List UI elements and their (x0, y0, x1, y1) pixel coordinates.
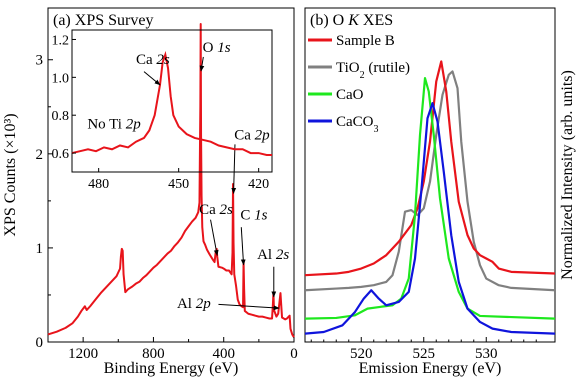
panel-b-frame (304, 7, 556, 343)
legend-label-2: CaO (336, 87, 364, 103)
y-tick-label-0: 0 (36, 335, 44, 351)
xes-line-0 (304, 70, 556, 292)
y-tick-label-1: 1 (36, 241, 44, 257)
x-tick-label-1200: 1200 (68, 346, 98, 362)
panel-a-frame (47, 7, 295, 343)
y-axis-label: Normalized Intensity (arb. units) (559, 70, 576, 280)
peak-label-1: Ca 2p (234, 128, 270, 144)
peak-arrow-2 (210, 219, 219, 257)
xps-survey-line-0 (47, 22, 295, 338)
y-tick-label-2: 2 (36, 147, 44, 163)
inset-x-tick-label-450: 450 (168, 177, 189, 192)
panel-b-title: (b) O K XES (310, 12, 393, 29)
peak-arrow-3 (240, 227, 246, 266)
inset-arrow (143, 71, 161, 86)
xes-line-1 (304, 60, 556, 277)
x-tick-label-800: 800 (142, 346, 165, 362)
legend-label-0: Sample B (336, 33, 395, 49)
x-tick-label-520: 520 (350, 346, 373, 362)
peak-label-4: Al 2s (257, 247, 289, 263)
x-tick-label-530: 530 (475, 346, 498, 362)
inset-x-tick-label-480: 480 (88, 177, 109, 192)
panel-a-title: (a) XPS Survey (53, 12, 153, 29)
inset-x-tick-label-420: 420 (248, 177, 269, 192)
y-axis-label: XPS Counts (×10³) (2, 113, 19, 236)
peak-label-2: Ca 2s (199, 202, 233, 218)
x-tick-label-0: 0 (290, 346, 298, 362)
panel-a-xps-survey: 1200 800 400 0 0 1 2 3 Binding Energy (eV) XPS Co… (2, 7, 298, 377)
x-tick-label-525: 525 (413, 346, 436, 362)
inset-line (71, 50, 272, 156)
peak-label-0: O 1s (203, 40, 231, 56)
x-tick-label-400: 400 (212, 346, 235, 362)
inset-label-1: No Ti 2p (87, 116, 141, 132)
xes-line-3 (304, 102, 556, 335)
legend-label-1: TiO2 (rutile) (336, 60, 410, 81)
legend-label-3: CaCO3 (336, 114, 379, 135)
inset-plot: 480 450 420 0.6 0.8 1.0 1.2 Ca 2s No Ti 2p (52, 29, 273, 192)
xes-line-2 (304, 77, 556, 320)
y-tick-label-3: 3 (36, 53, 44, 69)
inset-frame (71, 29, 273, 173)
inset-y-tick-label-0.6: 0.6 (52, 147, 70, 162)
peak-arrow-5 (218, 303, 280, 311)
inset-y-tick-label-0.8: 0.8 (52, 109, 70, 124)
peak-label-5: Al 2p (177, 296, 211, 312)
peak-label-3: C 1s (240, 208, 267, 224)
x-axis-label: Emission Energy (eV) (359, 360, 502, 377)
x-axis-label: Binding Energy (eV) (104, 360, 239, 377)
peak-arrow-1 (231, 144, 237, 194)
inset-y-tick-label-1: 1.0 (52, 71, 70, 86)
inset-label-0: Ca 2s (136, 52, 170, 68)
peak-arrow-0 (199, 56, 205, 72)
inset-y-tick-label-1.2: 1.2 (52, 33, 70, 48)
